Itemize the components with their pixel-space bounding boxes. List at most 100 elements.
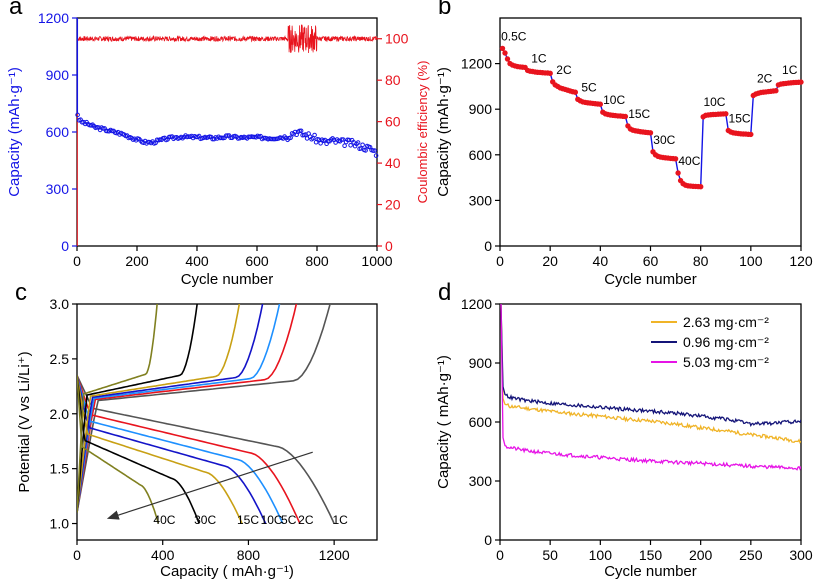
rate-line	[501, 48, 802, 188]
rate-point	[748, 131, 754, 138]
capacity-point	[360, 142, 365, 148]
rate-label: 40C	[678, 154, 700, 168]
capacity-point	[298, 128, 304, 134]
panel-letter: d	[438, 279, 451, 306]
x-tick-label: 0	[73, 253, 81, 269]
capacity-series-line	[500, 304, 801, 427]
x-tick-label: 100	[739, 253, 763, 269]
x-tick-label: 200	[689, 547, 713, 563]
rate-label: 2C	[757, 72, 773, 86]
charge-curve	[77, 304, 298, 513]
y-tick-label: 300	[469, 192, 493, 208]
capacity-point	[342, 143, 347, 148]
capacity-series-line	[500, 304, 801, 471]
x-tick-label: 400	[185, 253, 209, 269]
capacity-point	[318, 141, 323, 146]
discharge-curve	[77, 375, 267, 524]
right-tick-label: 0	[385, 238, 393, 254]
capacity-point	[372, 148, 377, 153]
rate-point	[675, 170, 681, 176]
y-axis-label: Potential (V vs Li/Li⁺)	[16, 351, 33, 492]
x-tick-label: 100	[589, 547, 613, 563]
x-tick-label: 200	[125, 253, 149, 269]
charge-curve	[77, 304, 331, 513]
y-axis-label: Capacity ( mAh·g⁻¹)	[435, 355, 452, 489]
chart-panel-c: 0 400 800 1200 1.0 1.5 2.0 2.5 3.0 Capacity ( mAh…	[15, 279, 378, 580]
panel-letter: a	[9, 0, 23, 20]
x-tick-label: 1200	[319, 547, 350, 563]
right-tick-label: 100	[385, 31, 409, 47]
legend-label: 5.03 mg·cm⁻²	[683, 354, 769, 370]
curve-rate-label: 40C	[153, 513, 175, 527]
rate-label: 15C	[729, 111, 751, 125]
charge-curve	[77, 304, 158, 513]
capacity-series-line	[500, 304, 801, 445]
curve-group	[77, 304, 335, 524]
capacity-point	[268, 136, 274, 142]
curve-rate-label: 5C	[281, 513, 297, 527]
discharge-curve	[77, 375, 284, 524]
charge-curve	[77, 304, 281, 513]
discharge-curve	[77, 375, 301, 524]
x-tick-label: 250	[739, 547, 763, 563]
capacity-point	[373, 153, 379, 158]
discharge-curve	[77, 375, 160, 524]
x-tick-label: 150	[639, 547, 663, 563]
rate-label: 30C	[653, 133, 675, 147]
y-tick-label: 2.5	[50, 351, 70, 367]
efficiency-line	[76, 24, 378, 54]
rate-point	[504, 56, 511, 62]
rate-label: 10C	[703, 95, 725, 109]
y-tick-label: 1.0	[50, 516, 70, 532]
rate-point	[547, 70, 553, 77]
capacity-point	[225, 133, 230, 138]
discharge-curve	[77, 375, 243, 524]
x-tick-label: 60	[643, 253, 659, 269]
y-tick-label: 0	[61, 238, 69, 254]
y-tick-label: 900	[46, 67, 70, 83]
y-tick-label: 0	[484, 238, 492, 254]
curve-rate-label: 1C	[332, 513, 348, 527]
rate-label: 1C	[782, 63, 798, 77]
rate-label: 1C	[531, 51, 547, 65]
y-tick-label: 1200	[461, 56, 492, 72]
capacity-point	[370, 148, 376, 153]
capacity-point	[75, 112, 80, 118]
capacity-point	[316, 137, 322, 142]
legend-label: 0.96 mg·cm⁻²	[683, 334, 769, 350]
rate-label: 5C	[581, 80, 597, 94]
rate-point	[723, 111, 729, 117]
rate-point	[697, 184, 704, 190]
rate-point	[502, 50, 508, 56]
legend-label: 2.63 mg·cm⁻²	[683, 314, 769, 330]
x-tick-label: 40	[593, 253, 609, 269]
right-tick-label: 40	[385, 155, 401, 171]
rate-point	[597, 101, 603, 107]
right-tick-label: 60	[385, 114, 401, 130]
y-tick-label: 300	[469, 473, 493, 489]
rate-point	[572, 89, 578, 95]
y-tick-label: 600	[469, 414, 493, 430]
y-tick-label: 600	[469, 147, 493, 163]
y-tick-label: 900	[469, 101, 493, 117]
x-axis-label: Cycle number	[181, 271, 274, 288]
y-axis-label: Capacity (mAh·g⁻¹)	[6, 67, 23, 197]
discharge-curve	[77, 374, 335, 524]
x-axis-label: Capacity ( mAh·g⁻¹)	[160, 563, 294, 580]
x-tick-label: 80	[693, 253, 709, 269]
rate-point	[672, 156, 679, 162]
right-tick-label: 80	[385, 72, 401, 88]
curve-rate-label: 30C	[194, 513, 216, 527]
capacity-point	[288, 135, 293, 140]
rate-label: 15C	[628, 107, 650, 121]
charge-curve	[77, 304, 241, 513]
curve-rate-label: 2C	[298, 513, 314, 527]
y-tick-label: 2.0	[50, 406, 70, 422]
x-tick-label: 600	[245, 253, 269, 269]
rate-point	[499, 45, 506, 52]
y-tick-label: 1200	[461, 296, 492, 312]
curve-rate-label: 10C	[261, 513, 283, 527]
charge-curve	[77, 304, 198, 513]
x-axis-label: Cycle number	[604, 271, 697, 288]
